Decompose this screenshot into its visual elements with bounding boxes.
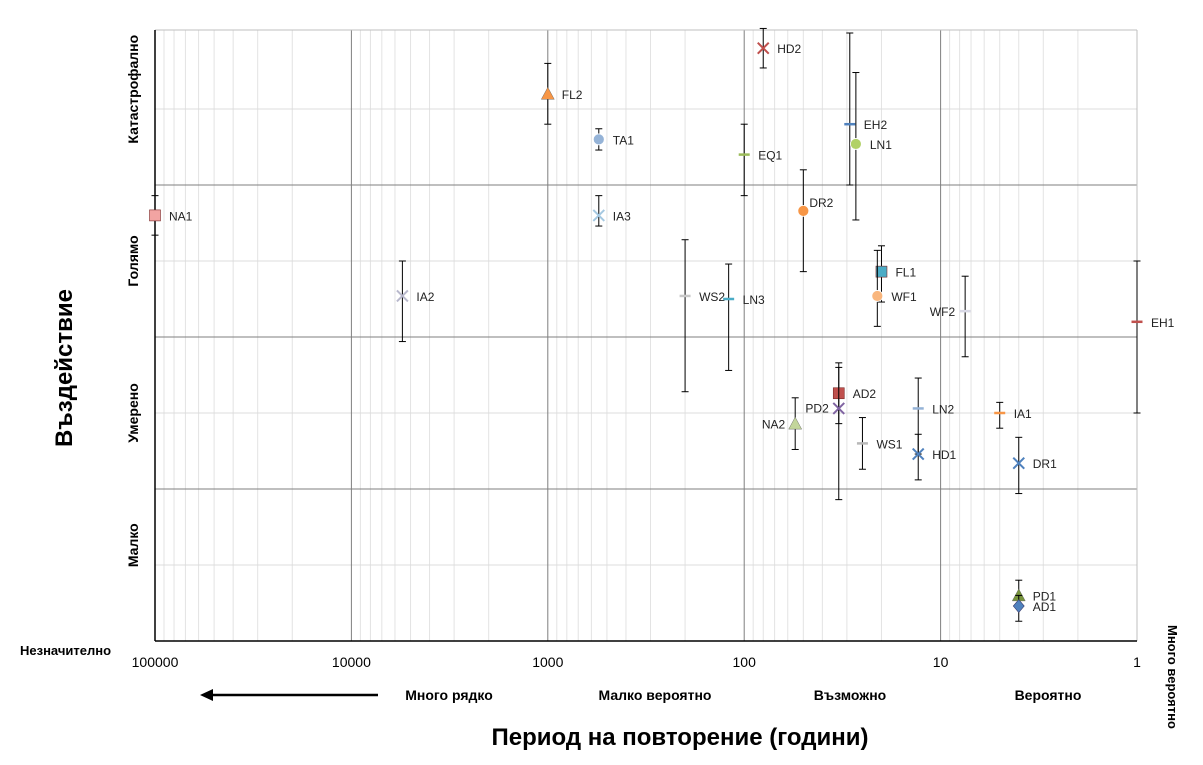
x-tick-label: 10000 <box>332 654 371 670</box>
data-point: EH1 <box>1131 260 1175 414</box>
point-label: NA1 <box>169 209 193 223</box>
data-point: LN3 <box>723 263 765 371</box>
point-marker <box>1012 599 1025 614</box>
data-point: HD1 <box>912 433 957 481</box>
data-points: EQ2HD2FL2TA1EH2LN1EQ1DR2NA1IA3FL1IA2WS2L… <box>149 27 1175 622</box>
point-marker <box>871 290 884 302</box>
point-label: LN3 <box>743 293 765 307</box>
point-label: IA2 <box>416 290 434 304</box>
data-point: IA3 <box>592 195 631 227</box>
data-point: IA2 <box>396 260 435 343</box>
point-marker <box>592 209 605 222</box>
point-label: PD2 <box>805 401 829 415</box>
data-point: WF2 <box>930 275 971 358</box>
y-axis-label: Въздействие <box>51 289 78 447</box>
x-category-label: Малко вероятно <box>599 687 712 703</box>
data-point: WF1 <box>871 249 917 327</box>
point-label: IA3 <box>613 209 631 223</box>
point-label: IA1 <box>1014 407 1032 421</box>
point-label: EQ1 <box>758 149 782 163</box>
point-marker <box>875 265 888 278</box>
data-point: DR1 <box>1012 436 1057 495</box>
data-point: PD2 <box>805 362 845 501</box>
point-label: LN2 <box>932 402 954 416</box>
x-tick-label: 1 <box>1133 654 1141 670</box>
y-category-label: Катастрофално <box>125 35 141 144</box>
left-arrow <box>200 689 378 701</box>
point-marker <box>849 138 862 150</box>
point-label: FL1 <box>895 266 916 280</box>
point-label: WF1 <box>891 290 917 304</box>
point-label: PD1 <box>1033 589 1057 603</box>
x-tick-label: 100 <box>733 654 757 670</box>
data-point: LN1 <box>849 72 892 221</box>
point-marker <box>149 209 161 222</box>
x-category-label: Вероятно <box>1015 687 1082 703</box>
point-marker <box>797 204 810 217</box>
data-point: WS2 <box>679 239 725 393</box>
point-label: LN1 <box>870 138 892 152</box>
minor-grid <box>155 30 1137 641</box>
x-tick-label: 1000 <box>532 654 563 670</box>
point-label: EH2 <box>864 118 888 132</box>
y-corner-label: Незначително <box>20 643 111 658</box>
point-label: DR1 <box>1033 457 1057 471</box>
x-category-label: Много рядко <box>405 687 493 703</box>
data-point: DR2 <box>797 169 834 273</box>
point-label: EH1 <box>1151 316 1175 330</box>
point-label: NA2 <box>762 418 786 432</box>
x-category-label: Възможно <box>814 687 886 703</box>
y-category-label: Малко <box>125 523 141 567</box>
point-marker <box>1012 456 1025 470</box>
x-category-labels: Много рядко Малко вероятно Възможно Вероятн… <box>405 625 1180 729</box>
point-label: FL2 <box>562 88 583 102</box>
x-tick-labels: 100000 10000 1000 100 10 1 <box>132 654 1141 670</box>
point-marker <box>540 86 555 100</box>
data-point: TA1 <box>592 128 634 151</box>
y-category-label: Голямо <box>125 235 141 286</box>
point-marker <box>757 41 770 55</box>
point-label: AD2 <box>853 387 877 401</box>
data-point: AD1 <box>1012 594 1057 622</box>
x-axis-label: Период на повторение (години) <box>492 724 869 751</box>
point-label: WF2 <box>930 305 956 319</box>
y-category-labels: Малко Умерено Голямо Катастрофално <box>125 35 141 567</box>
point-marker <box>832 402 845 415</box>
point-marker <box>912 447 925 461</box>
point-marker <box>592 133 605 146</box>
data-point: HD2 <box>757 27 802 69</box>
x-tick-label: 100000 <box>132 654 179 670</box>
x-category-label: Много вероятно <box>1165 625 1180 729</box>
point-label: AD1 <box>1033 600 1057 614</box>
y-category-label: Умерено <box>125 383 141 443</box>
data-point: NA1 <box>149 195 193 236</box>
point-label: HD2 <box>777 42 801 56</box>
point-label: TA1 <box>613 133 634 147</box>
data-point: EQ1 <box>738 123 783 197</box>
point-label: WS1 <box>876 437 902 451</box>
point-label: WS2 <box>699 290 725 304</box>
x-tick-label: 10 <box>933 654 949 670</box>
point-marker <box>396 289 409 303</box>
point-label: DR2 <box>809 196 833 210</box>
data-point: EH2 <box>844 32 888 186</box>
point-marker <box>788 416 803 430</box>
point-label: HD1 <box>932 448 956 462</box>
data-point: NA2 <box>762 397 803 450</box>
data-point: FL2 <box>540 62 583 125</box>
data-point: IA1 <box>994 401 1032 429</box>
data-point: WS1 <box>856 417 903 470</box>
